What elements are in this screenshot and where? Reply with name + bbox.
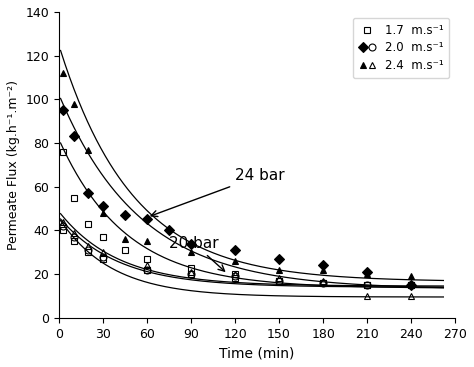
Text: 24 bar: 24 bar <box>151 168 285 217</box>
X-axis label: Time (min): Time (min) <box>219 346 295 360</box>
Y-axis label: Permeate Flux (kg.h⁻¹.m⁻²): Permeate Flux (kg.h⁻¹.m⁻²) <box>7 80 20 250</box>
Text: 20 bar: 20 bar <box>169 236 225 271</box>
Legend: 1.7  m.s⁻¹, 2.0  m.s⁻¹, 2.4  m.s⁻¹: 1.7 m.s⁻¹, 2.0 m.s⁻¹, 2.4 m.s⁻¹ <box>353 18 449 78</box>
